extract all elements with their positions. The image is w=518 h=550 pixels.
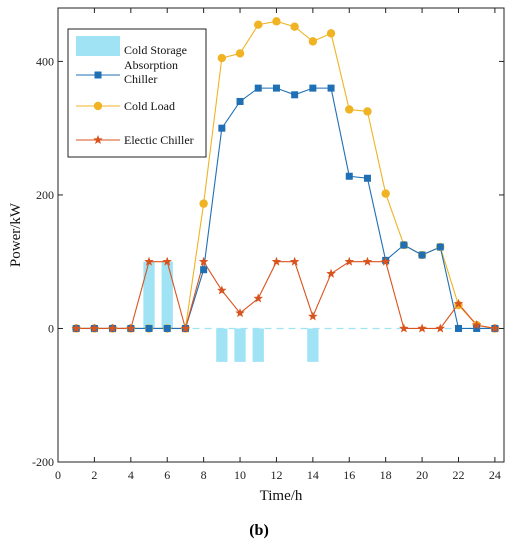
data-point-star: [471, 320, 482, 330]
data-point-star: [417, 323, 427, 333]
data-point-star: [71, 323, 81, 333]
data-point-square: [254, 84, 262, 92]
data-point-star: [217, 285, 227, 295]
data-point-star: [399, 323, 409, 333]
x-tick-label: 16: [343, 468, 355, 482]
data-point-square: [327, 84, 335, 92]
cold-storage-bars: [143, 261, 319, 362]
x-tick-label: 18: [380, 468, 392, 482]
cold-storage-bar: [216, 328, 228, 362]
data-point-star: [362, 256, 373, 266]
data-point-circle: [254, 20, 263, 29]
data-point-star: [180, 323, 191, 333]
x-tick-label: 6: [164, 468, 170, 482]
data-point-square: [236, 97, 244, 105]
data-point-circle: [308, 37, 318, 46]
data-point-star: [289, 256, 300, 266]
cold-storage-bar: [234, 328, 246, 362]
x-tick-label: 20: [416, 468, 428, 482]
x-tick-label: 4: [128, 468, 134, 482]
data-point-star: [271, 256, 282, 266]
cold-storage-bar: [252, 328, 264, 362]
data-point-star: [380, 256, 391, 266]
data-point-star: [435, 323, 446, 333]
data-point-star: [162, 256, 172, 266]
data-point-square: [418, 251, 426, 259]
legend-label: Cold Storage: [124, 43, 187, 57]
legend-marker-circle: [93, 101, 103, 111]
legend-marker-star: [93, 135, 103, 145]
legend-label: Electic Chiller: [124, 133, 194, 147]
data-point-square: [454, 324, 462, 332]
data-point-square: [473, 324, 481, 332]
data-point-square: [200, 266, 208, 274]
data-point-square: [145, 324, 153, 332]
data-point-star: [453, 298, 464, 308]
legend-marker-square: [94, 71, 102, 79]
y-tick-label: 0: [48, 321, 54, 335]
data-point-star: [144, 256, 154, 266]
x-tick-label: 14: [307, 468, 319, 482]
cold-storage-bar: [307, 328, 319, 362]
legend-label: Absorption: [124, 58, 178, 72]
x-tick-label: 2: [91, 468, 97, 482]
data-point-square: [436, 243, 444, 251]
x-tick-label: 12: [270, 468, 282, 482]
data-point-star: [490, 323, 500, 333]
data-point-circle: [199, 199, 208, 208]
data-point-star: [253, 293, 263, 303]
data-point-star: [235, 308, 245, 318]
data-point-circle: [235, 49, 245, 58]
y-tick-label: 400: [36, 54, 54, 68]
x-tick-label: 8: [201, 468, 207, 482]
data-point-star: [326, 268, 336, 278]
legend-label: Cold Load: [124, 99, 175, 113]
data-point-circle: [363, 107, 372, 116]
data-point-circle: [272, 17, 281, 26]
y-tick-label: 200: [36, 188, 54, 202]
data-point-circle: [217, 53, 227, 63]
data-point-circle: [290, 22, 299, 31]
data-point-circle: [381, 189, 390, 198]
x-tick-label: 10: [234, 468, 246, 482]
data-point-star: [198, 256, 209, 266]
cold-storage-bar: [143, 261, 155, 329]
series-line-star: [76, 260, 495, 331]
data-point-star: [126, 323, 136, 333]
y-tick-label: -200: [32, 455, 54, 469]
x-tick-label: 0: [55, 468, 61, 482]
data-point-square: [345, 172, 353, 180]
x-axis-title: Time/h: [260, 488, 303, 504]
data-point-square: [272, 84, 280, 92]
legend-swatch-cold-storage: [76, 36, 120, 56]
data-point-square: [309, 84, 317, 92]
figure-caption: (b): [249, 522, 269, 539]
x-tick-label: 22: [452, 468, 464, 482]
data-point-square: [291, 91, 299, 99]
data-point-star: [107, 323, 118, 333]
data-point-square: [363, 174, 371, 182]
legend-label: Chiller: [124, 72, 157, 86]
data-point-circle: [326, 29, 336, 38]
data-point-star: [344, 256, 355, 266]
series-markers: [71, 17, 500, 333]
data-point-square: [218, 124, 226, 132]
x-axis-ticks: 0 2 4 6 8 10 12 14 16 18 20 22 24: [55, 8, 501, 482]
y-axis-ticks: -200 0 200 400: [32, 54, 504, 469]
data-point-square: [400, 241, 408, 249]
y-axis-title: Power/kW: [8, 202, 24, 267]
data-point-square: [163, 324, 171, 332]
cold-storage-bar: [161, 261, 173, 329]
data-point-circle: [345, 105, 354, 114]
data-point-star: [308, 311, 318, 321]
plot-frame: [57, 7, 505, 463]
data-point-star: [89, 323, 100, 333]
x-tick-label: 24: [489, 468, 501, 482]
